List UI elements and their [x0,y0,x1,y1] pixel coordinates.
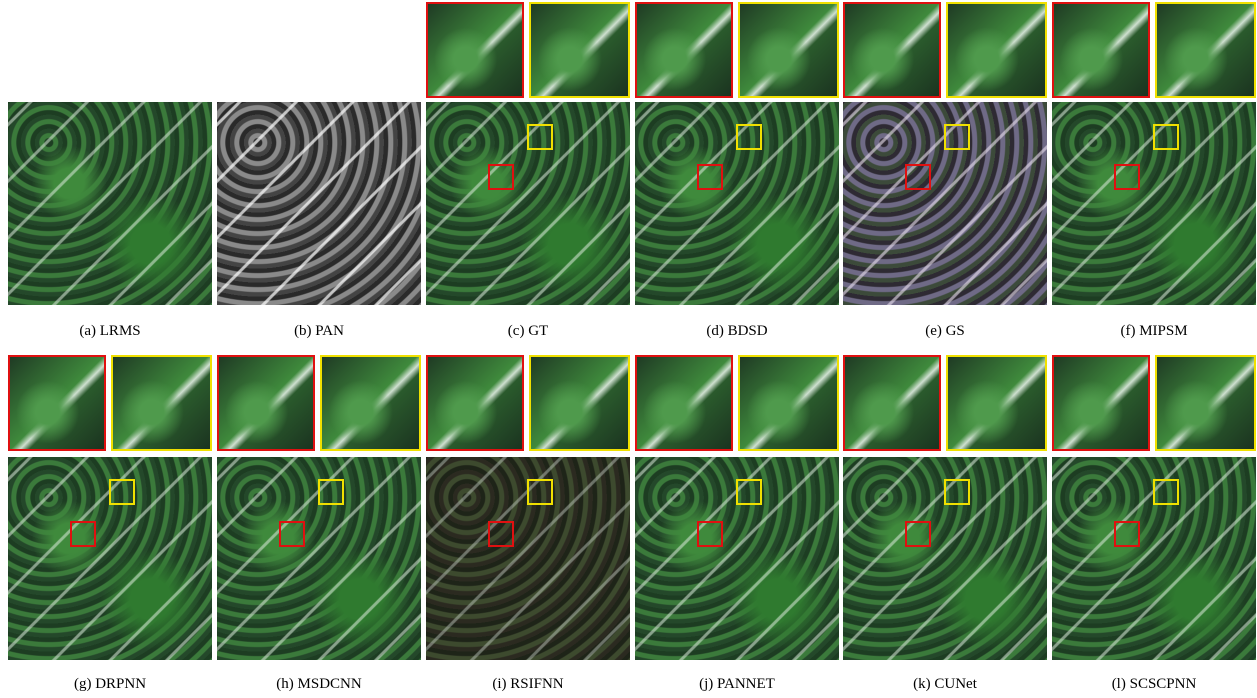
panel-image [843,102,1047,305]
red-box [1114,164,1140,190]
red-box [697,521,723,547]
yellow-box [736,124,762,150]
zoom-inset-red [1052,2,1150,98]
panel-image [426,457,630,660]
caption: (h) MSDCNN [217,676,421,693]
zoom-inset-yellow [738,2,839,98]
caption: (a) LRMS [8,323,212,340]
zoom-inset-yellow [111,355,212,451]
yellow-box [944,124,970,150]
caption: (g) DRPNN [8,676,212,693]
panel-image [843,457,1047,660]
red-box [488,164,514,190]
yellow-box [527,124,553,150]
zoom-inset-yellow [1155,355,1256,451]
zoom-inset-yellow [738,355,839,451]
figure: (a) LRMS (b) PAN (c) GT (d) BDSD(e) GS (f) M… [0,0,1257,698]
panel-image [635,102,839,305]
zoom-inset-red [8,355,106,451]
zoom-inset-yellow [946,2,1047,98]
yellow-box [109,479,135,505]
yellow-box [1153,124,1179,150]
zoom-inset-red [217,355,315,451]
caption: (i) RSIFNN [426,676,630,693]
red-box [279,521,305,547]
yellow-box [944,479,970,505]
zoom-inset-red [635,2,733,98]
zoom-inset-yellow [529,2,630,98]
zoom-inset-yellow [946,355,1047,451]
red-box [905,164,931,190]
zoom-inset-yellow [1155,2,1256,98]
red-box [697,164,723,190]
panel-image [426,102,630,305]
panel-image [217,457,421,660]
red-box [1114,521,1140,547]
caption: (e) GS [843,323,1047,340]
caption: (j) PANNET [635,676,839,693]
zoom-inset-red [1052,355,1150,451]
panel-image [635,457,839,660]
panel-image [217,102,421,305]
yellow-box [1153,479,1179,505]
caption: (b) PAN [217,323,421,340]
caption: (d) BDSD [635,323,839,340]
caption: (c) GT [426,323,630,340]
panel-image [8,102,212,305]
zoom-inset-red [426,355,524,451]
zoom-inset-yellow [529,355,630,451]
zoom-inset-red [426,2,524,98]
caption: (f) MIPSM [1052,323,1256,340]
zoom-inset-yellow [320,355,421,451]
zoom-inset-red [843,2,941,98]
caption: (k) CUNet [843,676,1047,693]
zoom-inset-red [635,355,733,451]
red-box [905,521,931,547]
red-box [488,521,514,547]
yellow-box [318,479,344,505]
panel-image [1052,102,1256,305]
red-box [70,521,96,547]
yellow-box [527,479,553,505]
panel-image [1052,457,1256,660]
zoom-inset-red [843,355,941,451]
panel-image [8,457,212,660]
caption: (l) SCSCPNN [1052,676,1256,693]
yellow-box [736,479,762,505]
